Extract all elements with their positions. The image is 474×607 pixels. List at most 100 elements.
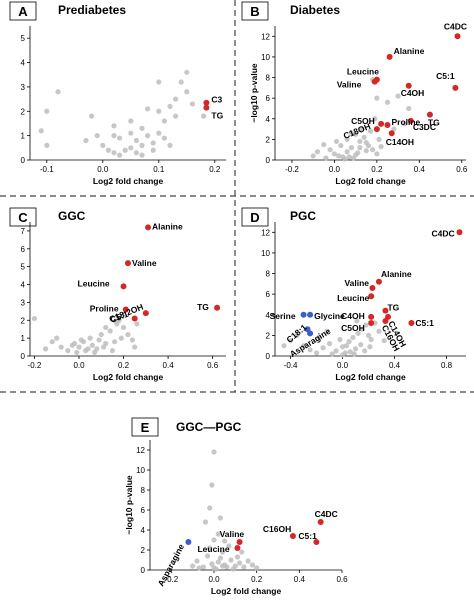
nonsignificant-point — [307, 347, 313, 353]
nonsignificant-point — [219, 563, 226, 569]
significant-point — [236, 539, 243, 545]
nonsignificant-point — [83, 137, 89, 144]
y-tick-label: 0 — [21, 352, 26, 361]
point-label: Glycine — [314, 311, 345, 321]
nonsignificant-point — [245, 558, 251, 564]
significant-point — [452, 84, 459, 91]
point-label: C3 — [211, 95, 222, 105]
point-label: C4DC — [444, 21, 467, 31]
nonsignificant-point — [370, 147, 376, 153]
nonsignificant-point — [344, 136, 350, 142]
significant-point — [384, 121, 391, 128]
point-label: C3DC — [413, 122, 436, 132]
nonsignificant-point — [74, 349, 80, 356]
nonsignificant-point — [49, 339, 55, 345]
nonsignificant-point — [209, 482, 215, 488]
y-tick-label: 10 — [136, 466, 145, 475]
nonsignificant-point — [167, 103, 173, 109]
x-tick-label: 0.8 — [441, 361, 453, 370]
nonsignificant-point — [342, 156, 348, 162]
nonsignificant-point — [363, 139, 369, 146]
nonsignificant-point — [346, 338, 352, 345]
nonsignificant-point — [343, 343, 350, 349]
panel-letter-box — [241, 207, 269, 227]
nonsignificant-point — [71, 340, 78, 347]
nonsignificant-point — [365, 332, 372, 338]
x-tick-label: 0.4 — [294, 575, 306, 584]
point-label: C5OH — [341, 323, 365, 333]
nonsignificant-point — [347, 349, 353, 355]
y-tick-label: 0 — [141, 566, 146, 575]
nonsignificant-point — [378, 144, 384, 150]
nonsignificant-point — [117, 152, 123, 158]
nonsignificant-point — [65, 348, 71, 354]
x-tick-label: -0.2 — [164, 575, 178, 584]
nonsignificant-point — [324, 328, 330, 334]
nonsignificant-point — [202, 519, 209, 525]
y-tick-label: 10 — [261, 53, 270, 62]
point-label: Leucine — [197, 544, 229, 554]
nonsignificant-point — [76, 344, 82, 350]
y-tick-label: 0 — [21, 156, 26, 165]
x-tick-label: -0.2 — [28, 361, 42, 370]
nonsignificant-point — [215, 559, 221, 565]
y-tick-label: 6 — [21, 245, 26, 254]
nonsignificant-point — [91, 349, 98, 356]
nonsignificant-point — [207, 505, 213, 511]
y-tick-label: 6 — [141, 506, 146, 515]
x-tick-label: 0.0 — [73, 361, 85, 370]
point-label: C16OH — [263, 524, 291, 534]
nonsignificant-point — [173, 96, 179, 102]
y-tick-label: 8 — [266, 74, 271, 83]
nonsignificant-point — [333, 348, 339, 354]
nonsignificant-point — [109, 348, 116, 354]
point-label: Proline — [90, 304, 119, 314]
point-label: C14OH — [386, 137, 414, 147]
nonsignificant-point — [184, 89, 190, 95]
point-label: Alanine — [381, 269, 412, 279]
nonsignificant-point — [217, 515, 223, 521]
x-axis-title: Log2 fold change — [335, 372, 406, 382]
nonsignificant-point — [116, 317, 122, 323]
nonsignificant-point — [209, 561, 215, 567]
nonsignificant-point — [401, 121, 408, 127]
nonsignificant-point — [237, 560, 243, 566]
nonsignificant-point — [105, 147, 111, 153]
nonsignificant-point — [219, 549, 226, 555]
nonsignificant-point — [42, 346, 49, 352]
significant-point — [145, 224, 152, 231]
significant-point — [456, 229, 463, 236]
nonsignificant-point — [234, 554, 241, 560]
nonsignificant-point — [241, 564, 247, 570]
nonsignificant-point — [226, 543, 232, 549]
nonsignificant-point — [313, 350, 320, 356]
significant-point — [234, 545, 241, 551]
significant-point — [122, 306, 129, 313]
point-label: C5OH — [351, 116, 375, 126]
nonsignificant-point — [395, 93, 401, 99]
y-tick-label: 10 — [261, 249, 270, 258]
nonsignificant-point — [139, 125, 145, 131]
nonsignificant-point — [156, 108, 162, 114]
point-label: Valine — [337, 80, 362, 90]
nonsignificant-point — [323, 155, 329, 161]
significant-point — [120, 283, 127, 290]
nonsignificant-point — [362, 348, 368, 354]
nonsignificant-point — [321, 141, 327, 148]
nonsignificant-point — [133, 137, 139, 144]
nonsignificant-point — [333, 138, 340, 145]
nonsignificant-point — [173, 113, 179, 119]
nonsignificant-point — [310, 153, 316, 159]
x-tick-label: 0.2 — [251, 575, 263, 584]
nonsignificant-point — [122, 147, 128, 153]
nonsignificant-point — [201, 113, 207, 119]
significant-point — [300, 311, 307, 318]
y-tick-label: 4 — [266, 115, 271, 124]
significant-point — [317, 519, 324, 525]
panel-d: D PGC -0.4 0.0 0.4 0.8 0 2 4 6 8 10 12 Log2 fold chan… — [241, 207, 466, 382]
y-tick-label: 2 — [266, 331, 271, 340]
significant-point — [375, 278, 382, 285]
point-label: Alanine — [152, 221, 183, 231]
nonsignificant-point — [329, 351, 335, 357]
